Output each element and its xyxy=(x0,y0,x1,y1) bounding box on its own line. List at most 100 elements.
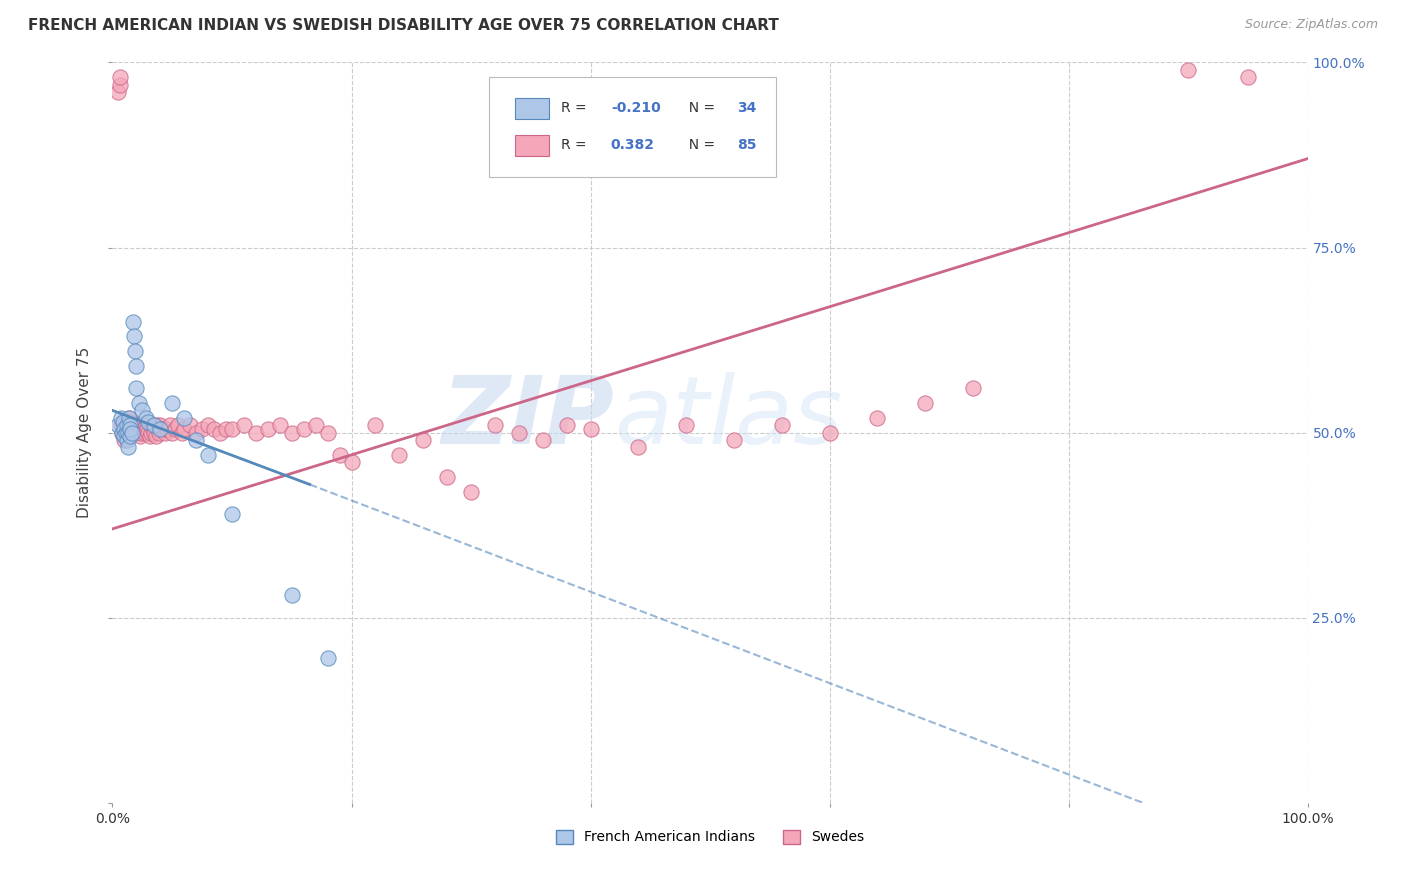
Text: N =: N = xyxy=(681,102,720,115)
Point xyxy=(149,422,172,436)
Point xyxy=(143,425,166,440)
Point xyxy=(329,448,352,462)
Point xyxy=(120,429,142,443)
Point xyxy=(141,418,163,433)
Point xyxy=(108,70,131,85)
Point xyxy=(388,448,411,462)
Text: R =: R = xyxy=(561,102,591,115)
Point xyxy=(131,418,153,433)
Point xyxy=(167,418,190,433)
Point xyxy=(146,422,169,436)
Point xyxy=(233,418,256,433)
Point xyxy=(128,418,150,433)
Point xyxy=(108,78,131,92)
Point xyxy=(138,429,160,443)
Point xyxy=(132,422,155,436)
Point xyxy=(209,425,232,440)
Point xyxy=(138,425,160,440)
Point xyxy=(962,381,984,395)
Point xyxy=(257,422,280,436)
Point xyxy=(281,589,304,603)
Point xyxy=(173,410,195,425)
Point xyxy=(114,418,136,433)
Point xyxy=(305,418,328,433)
Point xyxy=(484,418,506,433)
Point xyxy=(120,418,142,433)
Point xyxy=(129,425,152,440)
Point xyxy=(215,422,238,436)
Point xyxy=(121,422,143,436)
Point xyxy=(627,441,650,455)
Point xyxy=(555,418,578,433)
Text: R =: R = xyxy=(561,138,591,153)
Point xyxy=(197,418,219,433)
Point xyxy=(340,455,363,469)
Point xyxy=(153,425,176,440)
Point xyxy=(135,410,157,425)
Point xyxy=(1177,62,1199,77)
Point xyxy=(281,425,304,440)
Point xyxy=(531,433,554,447)
Point xyxy=(675,418,697,433)
Point xyxy=(269,418,291,433)
Text: 34: 34 xyxy=(738,102,756,115)
Point xyxy=(110,418,132,433)
Point xyxy=(162,425,183,440)
Point xyxy=(115,418,138,433)
Point xyxy=(145,418,167,433)
Point xyxy=(124,344,146,359)
FancyBboxPatch shape xyxy=(515,135,548,156)
Y-axis label: Disability Age Over 75: Disability Age Over 75 xyxy=(77,347,93,518)
Point xyxy=(179,418,201,433)
Point xyxy=(127,422,149,436)
Point xyxy=(118,410,141,425)
Point xyxy=(110,410,132,425)
Point xyxy=(117,425,139,440)
Point xyxy=(114,425,136,440)
Point xyxy=(112,415,135,429)
Point xyxy=(156,422,179,436)
Legend: French American Indians, Swedes: French American Indians, Swedes xyxy=(550,822,870,851)
Text: Source: ZipAtlas.com: Source: ZipAtlas.com xyxy=(1244,18,1378,31)
Point xyxy=(120,422,142,436)
Point xyxy=(129,429,152,443)
Point xyxy=(866,410,889,425)
Point xyxy=(125,381,148,395)
Point xyxy=(162,396,183,410)
Text: N =: N = xyxy=(681,138,720,153)
Point xyxy=(191,422,214,436)
Point xyxy=(170,425,193,440)
Point xyxy=(122,329,145,343)
Point xyxy=(508,425,530,440)
Point xyxy=(107,418,129,433)
Point xyxy=(131,403,153,417)
Point xyxy=(111,425,134,440)
Point xyxy=(142,422,165,436)
Point xyxy=(145,429,167,443)
Point xyxy=(197,448,219,462)
Point xyxy=(914,396,936,410)
FancyBboxPatch shape xyxy=(489,78,776,178)
Point xyxy=(143,418,166,433)
Point xyxy=(120,415,142,429)
Point xyxy=(245,425,267,440)
Point xyxy=(128,396,150,410)
Point xyxy=(460,484,482,499)
Point xyxy=(152,422,174,436)
Point xyxy=(124,418,146,433)
Point xyxy=(134,425,156,440)
Point xyxy=(121,418,143,433)
Point xyxy=(163,422,186,436)
Text: atlas: atlas xyxy=(614,372,842,463)
Point xyxy=(114,433,135,447)
Point xyxy=(723,433,745,447)
Point xyxy=(173,422,195,436)
Text: FRENCH AMERICAN INDIAN VS SWEDISH DISABILITY AGE OVER 75 CORRELATION CHART: FRENCH AMERICAN INDIAN VS SWEDISH DISABI… xyxy=(28,18,779,33)
Point xyxy=(136,422,159,436)
Point xyxy=(135,418,157,433)
Point xyxy=(364,418,387,433)
Point xyxy=(316,651,339,665)
Point xyxy=(138,415,160,429)
Point xyxy=(125,425,148,440)
Point xyxy=(412,433,434,447)
